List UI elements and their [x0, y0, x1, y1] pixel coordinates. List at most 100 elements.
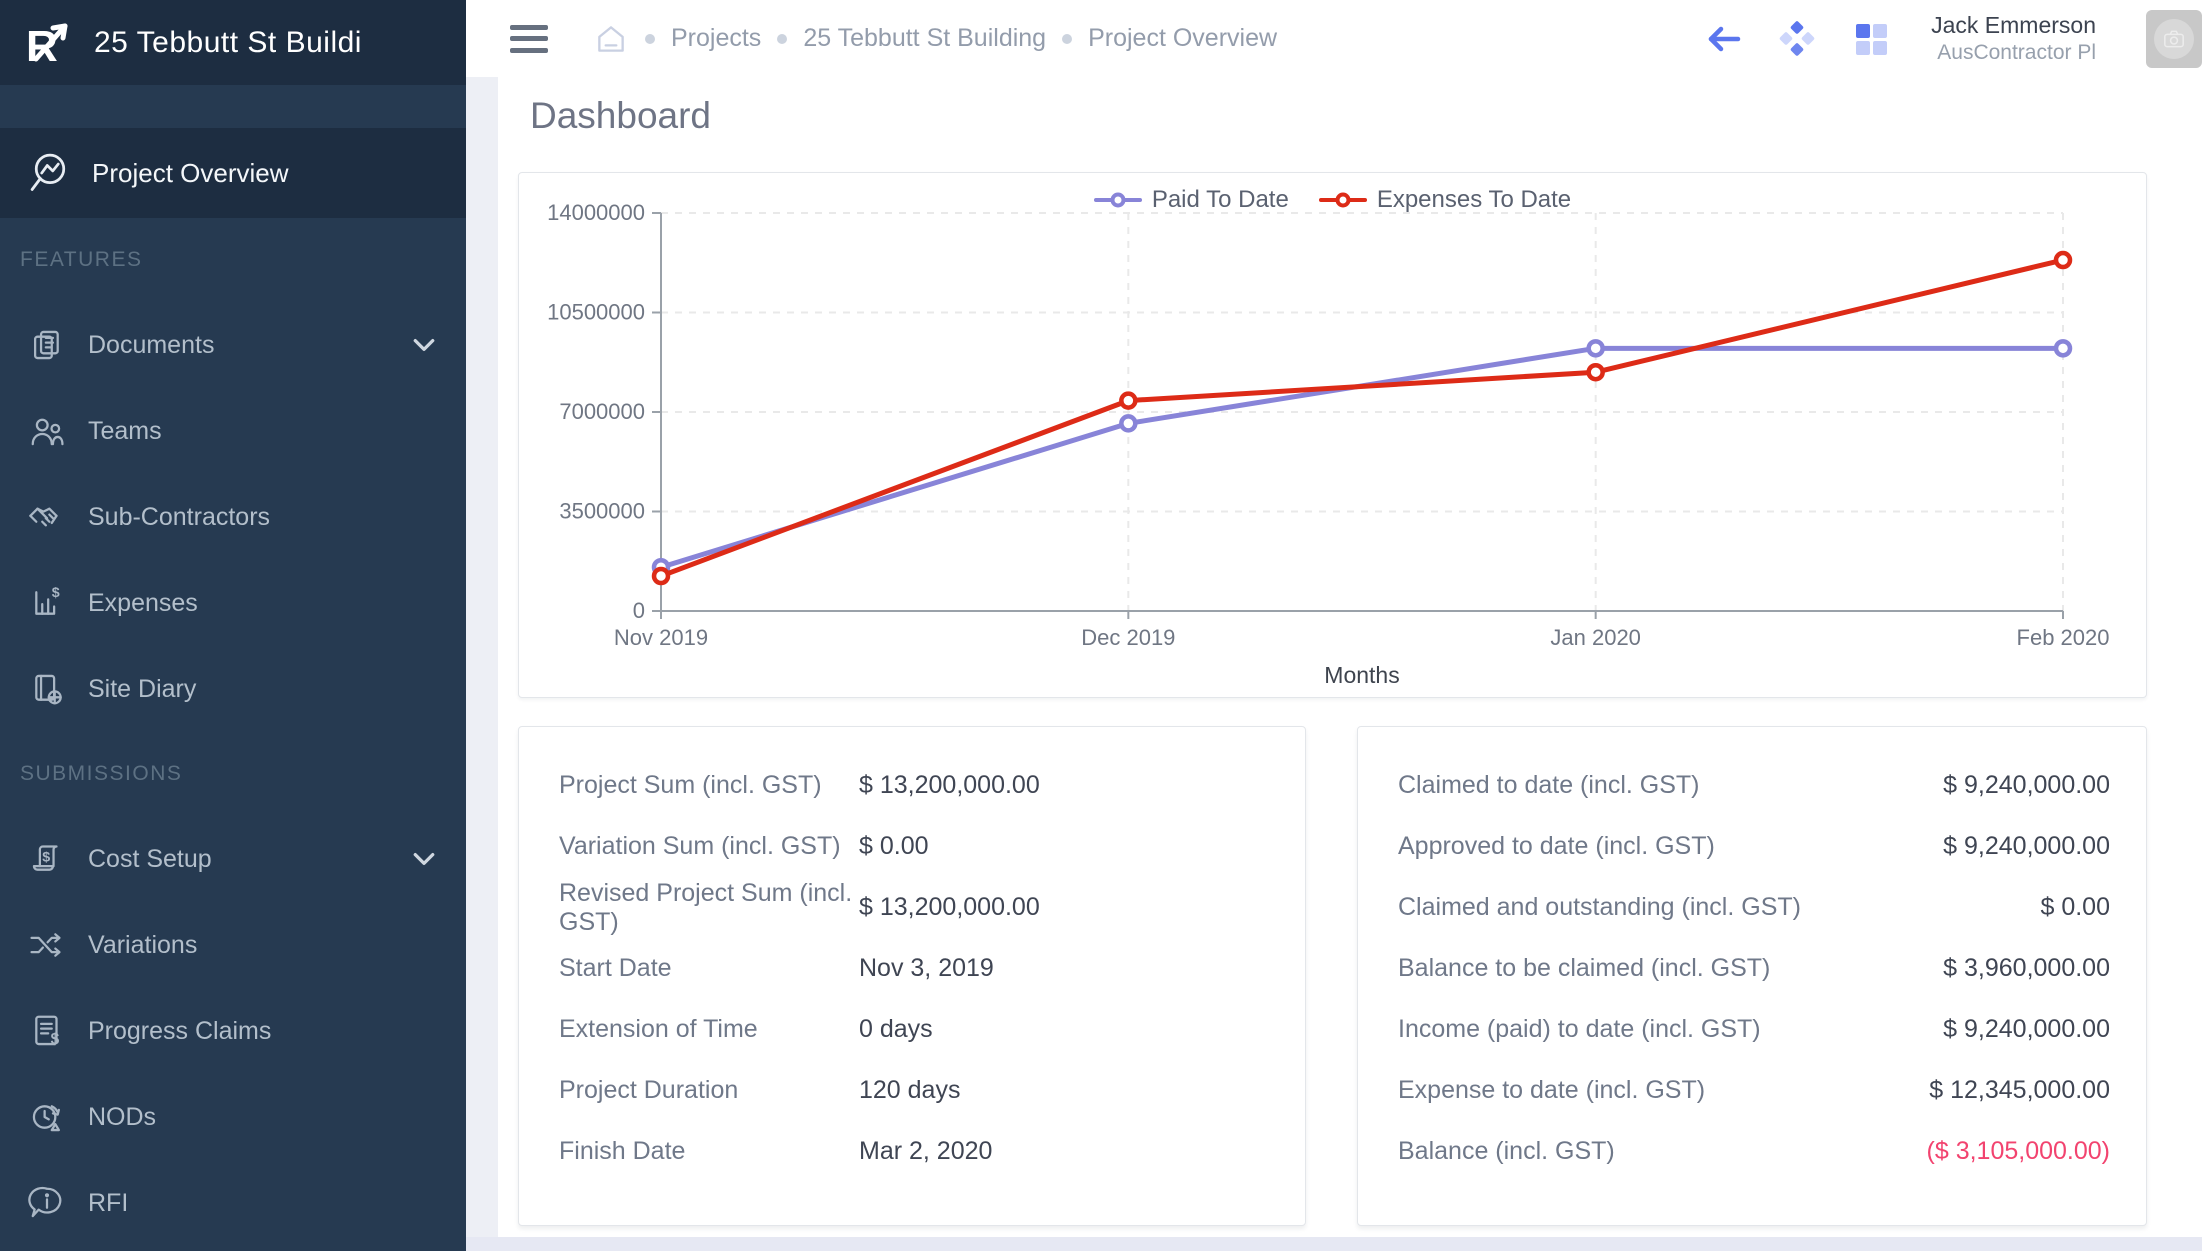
avatar[interactable]	[2146, 9, 2202, 68]
row-value: $ 9,240,000.00	[1943, 1015, 2110, 1043]
sidebar-item-label: Progress Claims	[88, 1016, 272, 1045]
page-title: Dashboard	[530, 95, 712, 136]
table-row: Finish Date Mar 2, 2020	[519, 1121, 1305, 1182]
breadcrumb-item-project-overview[interactable]: Project Overview	[1088, 24, 1278, 52]
row-label: Project Sum (incl. GST)	[559, 771, 822, 799]
table-row: Income (paid) to date (incl. GST) $ 9,240…	[1358, 999, 2146, 1060]
data-point	[651, 566, 671, 586]
sidebar-item-sub-contractors[interactable]: Sub-Contractors	[0, 474, 466, 560]
sidebar: R 25 Tebbutt St Buildi Project Overview …	[0, 0, 466, 1251]
sidebar-nav: Project Overview FEATURES Documents Teams S…	[0, 128, 466, 1246]
data-point	[2053, 250, 2073, 270]
x-tick-label: Jan 2020	[1550, 625, 1641, 650]
row-value: $ 9,240,000.00	[1943, 832, 2110, 860]
site-diary-icon	[28, 670, 66, 708]
table-row: Revised Project Sum (incl. GST) $ 13,200,…	[519, 877, 1305, 938]
main-content: Dashboard Paid To Date Expenses To Date …	[498, 77, 2202, 1237]
y-tick-label: 14000000	[547, 200, 645, 225]
row-label: Extension of Time	[559, 1015, 758, 1043]
table-row: Variation Sum (incl. GST) $ 0.00	[519, 816, 1305, 877]
table-row: Approved to date (incl. GST) $ 9,240,000.…	[1358, 816, 2146, 877]
data-point	[2053, 339, 2073, 358]
row-label: Claimed to date (incl. GST)	[1398, 771, 1700, 799]
chevron-down-icon[interactable]	[412, 851, 436, 867]
grid-apps-icon[interactable]	[1851, 21, 1891, 57]
sidebar-section-features: FEATURES	[20, 248, 143, 271]
breadcrumb-item-25-tebbutt-st-building[interactable]: 25 Tebbutt St Building	[803, 24, 1047, 52]
x-tick-label: Nov 2019	[614, 625, 708, 650]
breadcrumb: Projects 25 Tebbutt St Building Project Ov…	[593, 21, 1277, 57]
apps-diamond-icon[interactable]	[1777, 20, 1817, 57]
table-row: Expense to date (incl. GST) $ 12,345,000.…	[1358, 1060, 2146, 1121]
back-arrow-icon[interactable]	[1703, 21, 1743, 57]
row-value: $ 13,200,000.00	[859, 771, 1040, 799]
row-value: $ 12,345,000.00	[1929, 1076, 2110, 1104]
sidebar-item-site-diary[interactable]: Site Diary	[0, 646, 466, 732]
y-tick-label: 3500000	[559, 499, 645, 524]
svg-text:$: $	[51, 1031, 60, 1048]
legend-label: Expenses To Date	[1376, 186, 1572, 213]
row-label: Expense to date (incl. GST)	[1398, 1076, 1706, 1104]
row-label: Balance (incl. GST)	[1398, 1137, 1615, 1165]
nods-icon	[28, 1098, 66, 1136]
sidebar-item-label: Sub-Contractors	[88, 502, 271, 531]
content-gutter	[466, 77, 498, 1237]
data-point	[1586, 339, 1605, 358]
row-label: Income (paid) to date (incl. GST)	[1398, 1015, 1761, 1043]
sidebar-item-project-overview[interactable]: Project Overview	[0, 128, 466, 218]
row-value: 120 days	[859, 1076, 961, 1104]
table-row: Project Duration 120 days	[519, 1060, 1305, 1121]
user-info: Jack Emmerson AusContractor Pl	[1931, 11, 2096, 66]
sidebar-item-cost-setup[interactable]: $ Cost Setup	[0, 816, 466, 902]
series-line-expenses-to-date	[658, 257, 2066, 579]
user-company: AusContractor Pl	[1937, 40, 2096, 64]
sidebar-item-label: Expenses	[88, 588, 198, 617]
cost-setup-icon: $	[28, 840, 66, 878]
sidebar-item-label: Site Diary	[88, 674, 197, 703]
home-icon[interactable]	[593, 21, 629, 57]
row-value: ($ 3,105,000.00)	[1926, 1137, 2110, 1165]
sidebar-item-label: RFI	[88, 1188, 129, 1217]
row-value: Mar 2, 2020	[859, 1137, 993, 1165]
horizontal-scrollbar[interactable]	[466, 1237, 2202, 1251]
row-value: $ 0.00	[2040, 893, 2110, 921]
series-line-paid-to-date	[658, 345, 2066, 570]
sidebar-item-label: Cost Setup	[88, 844, 212, 873]
row-value: $ 9,240,000.00	[1943, 771, 2110, 799]
data-point	[1119, 414, 1138, 433]
line-chart: 0 3500000 7000000 10500000 14000000 Nov 2019 D…	[547, 200, 2109, 688]
sidebar-section-submissions: SUBMISSIONS	[20, 762, 183, 785]
sidebar-item-label: NODs	[88, 1102, 157, 1131]
user-name: Jack Emmerson	[1931, 12, 2096, 38]
row-label: Revised Project Sum (incl. GST)	[559, 878, 853, 936]
sidebar-item-variations[interactable]: Variations	[0, 902, 466, 988]
sidebar-item-teams[interactable]: Teams	[0, 388, 466, 474]
legend-marker	[1093, 192, 1142, 208]
sidebar-item-documents[interactable]: Documents	[0, 302, 466, 388]
breadcrumb-dot	[645, 33, 655, 44]
breadcrumb-item-projects[interactable]: Projects	[671, 24, 762, 52]
teams-icon	[28, 412, 66, 450]
data-point	[1586, 362, 1605, 382]
x-axis-title: Months	[1324, 662, 1399, 688]
sidebar-item-progress-claims[interactable]: $ Progress Claims	[0, 988, 466, 1074]
table-row: Balance to be claimed (incl. GST) $ 3,960…	[1358, 938, 2146, 999]
project-summary-card: Project Sum (incl. GST) $ 13,200,000.00 Va…	[518, 726, 1306, 1226]
subcontractors-icon	[28, 498, 66, 536]
chevron-down-icon[interactable]	[412, 337, 436, 353]
table-row: Start Date Nov 3, 2019	[519, 938, 1305, 999]
camera-icon	[2154, 18, 2194, 59]
table-row: Project Sum (incl. GST) $ 13,200,000.00	[519, 755, 1305, 816]
svg-text:$: $	[42, 849, 50, 865]
expenses-icon: $	[28, 584, 66, 622]
sidebar-item-expenses[interactable]: $ Expenses	[0, 560, 466, 646]
y-tick-label: 7000000	[559, 399, 645, 424]
logo-icon: R	[26, 22, 68, 71]
hamburger-menu-icon[interactable]	[510, 24, 548, 53]
sidebar-item-nods[interactable]: NODs	[0, 1074, 466, 1160]
table-row: Claimed to date (incl. GST) $ 9,240,000.0…	[1358, 755, 2146, 816]
row-value: 0 days	[859, 1015, 933, 1043]
row-label: Approved to date (incl. GST)	[1398, 832, 1715, 860]
sidebar-item-rfi[interactable]: RFI	[0, 1160, 466, 1246]
svg-text:$: $	[52, 585, 60, 601]
